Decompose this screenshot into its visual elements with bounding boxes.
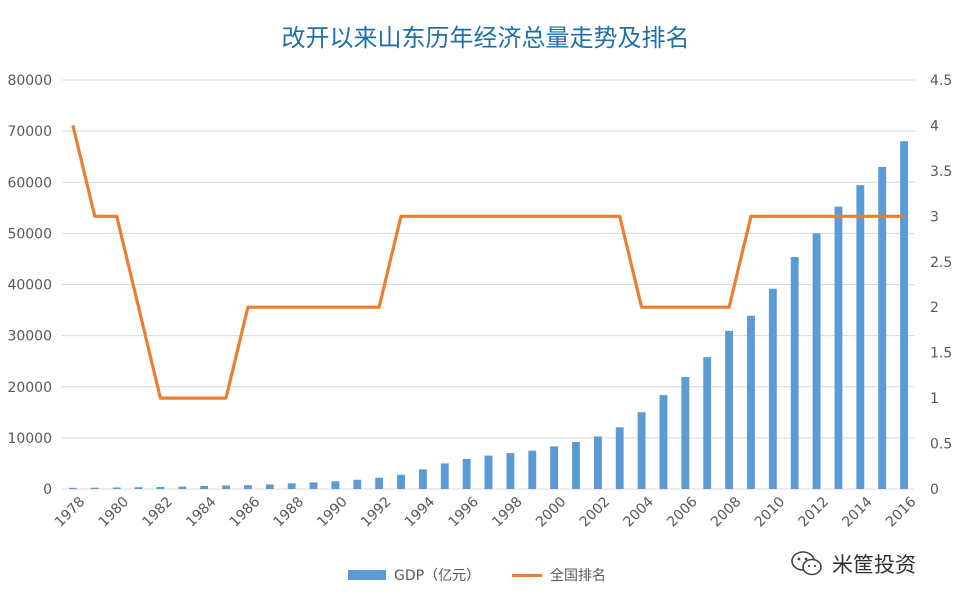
x-tick-label: 2016 bbox=[883, 494, 920, 531]
y-left-tick-label: 30000 bbox=[7, 329, 52, 345]
gdp-bar bbox=[265, 484, 274, 489]
y-right-tick-label: 2 bbox=[930, 300, 939, 316]
gdp-bar bbox=[462, 458, 471, 489]
gdp-bar bbox=[112, 487, 121, 489]
legend: GDP（亿元） 全国排名 bbox=[0, 564, 971, 586]
gdp-bar bbox=[375, 477, 384, 489]
gdp-bar bbox=[222, 485, 230, 489]
gdp-bar bbox=[200, 486, 209, 489]
x-tick-label: 2004 bbox=[621, 494, 658, 531]
y-left-tick-label: 60000 bbox=[7, 175, 52, 191]
x-tick-label: 2014 bbox=[839, 494, 876, 531]
gdp-bar bbox=[90, 487, 99, 489]
y-right-tick-label: 3 bbox=[930, 209, 939, 225]
y-right-tick-label: 0.5 bbox=[930, 437, 952, 453]
rank-line bbox=[71, 125, 905, 400]
x-tick-label: 1996 bbox=[446, 494, 483, 531]
gridlines bbox=[62, 79, 915, 490]
x-tick-label: 1982 bbox=[139, 494, 176, 531]
y-right-tick-label: 3.5 bbox=[930, 164, 952, 180]
legend-swatch-rank bbox=[512, 573, 542, 577]
gdp-bar bbox=[134, 487, 143, 489]
y-right-tick-label: 1 bbox=[930, 391, 939, 407]
wechat-icon bbox=[791, 551, 822, 576]
gdp-bar bbox=[812, 233, 821, 489]
gdp-bar bbox=[353, 479, 362, 489]
gdp-bar bbox=[178, 486, 187, 489]
gdp-bar bbox=[681, 377, 690, 489]
gdp-bar bbox=[287, 483, 296, 489]
y-left-tick-label: 10000 bbox=[7, 431, 52, 447]
gdp-bar bbox=[834, 206, 843, 489]
gdp-bar bbox=[637, 412, 646, 489]
x-tick-label: 1984 bbox=[183, 494, 220, 531]
gdp-bar bbox=[440, 463, 449, 489]
y-left-tick-label: 20000 bbox=[7, 380, 52, 396]
watermark-text: 米筐投资 bbox=[832, 553, 916, 577]
gdp-bar bbox=[68, 487, 77, 489]
x-tick-label: 2002 bbox=[577, 494, 614, 531]
gdp-bar bbox=[747, 315, 755, 489]
x-tick-label: 2000 bbox=[533, 494, 570, 531]
gdp-bar bbox=[572, 441, 580, 489]
x-tick-label: 2012 bbox=[795, 494, 832, 531]
y-left-tick-label: 50000 bbox=[7, 226, 52, 242]
x-tick-label: 1978 bbox=[52, 494, 89, 531]
y-left-tick-label: 80000 bbox=[7, 73, 52, 89]
gdp-bar bbox=[397, 474, 405, 489]
y-right-tick-label: 0 bbox=[930, 482, 939, 498]
gdp-bar bbox=[768, 288, 777, 489]
x-tick-label: 1988 bbox=[271, 494, 308, 531]
x-tick-label: 1998 bbox=[489, 494, 526, 531]
y-right-tick-label: 1.5 bbox=[930, 346, 952, 362]
y-right-tick-label: 4 bbox=[930, 118, 939, 134]
gdp-bar bbox=[659, 395, 668, 489]
gdp-bar bbox=[484, 455, 493, 489]
axis-labels: 0100002000030000400005000060000700008000… bbox=[7, 73, 952, 530]
watermark: 米筐投资 bbox=[790, 548, 916, 580]
gdp-bar bbox=[156, 486, 165, 489]
gdp-bars bbox=[68, 141, 909, 490]
legend-item-rank: 全国排名 bbox=[512, 564, 606, 586]
gdp-bar bbox=[593, 436, 602, 489]
rank-line-layer bbox=[71, 125, 905, 400]
gdp-bar bbox=[703, 357, 712, 489]
x-tick-label: 1980 bbox=[96, 494, 133, 531]
gdp-bar bbox=[900, 141, 909, 489]
x-tick-label: 2010 bbox=[752, 494, 789, 531]
gdp-bar bbox=[506, 453, 515, 489]
legend-item-gdp: GDP（亿元） bbox=[348, 564, 480, 586]
x-tick-label: 1994 bbox=[402, 494, 439, 531]
gdp-bar bbox=[418, 469, 427, 489]
x-tick-label: 1992 bbox=[358, 494, 395, 531]
gdp-bar bbox=[550, 446, 559, 489]
gdp-bar bbox=[725, 330, 734, 489]
gdp-bar bbox=[878, 166, 887, 489]
y-left-tick-label: 70000 bbox=[7, 124, 52, 140]
chart-title: 改开以来山东历年经济总量走势及排名 bbox=[281, 24, 690, 52]
gdp-bar bbox=[243, 485, 252, 489]
gdp-bar bbox=[331, 481, 340, 489]
gdp-bar bbox=[790, 257, 799, 489]
gdp-bar bbox=[615, 427, 624, 489]
gdp-bar bbox=[309, 482, 318, 489]
y-left-tick-label: 0 bbox=[43, 482, 52, 498]
y-right-tick-label: 4.5 bbox=[930, 73, 952, 89]
y-right-tick-label: 2.5 bbox=[930, 255, 952, 271]
legend-swatch-gdp bbox=[348, 570, 386, 580]
legend-label-gdp: GDP（亿元） bbox=[394, 568, 481, 584]
y-left-tick-label: 40000 bbox=[7, 278, 52, 294]
x-tick-label: 2006 bbox=[664, 494, 701, 531]
x-tick-label: 1986 bbox=[227, 494, 264, 531]
gdp-bar bbox=[528, 450, 537, 489]
gdp-bar bbox=[856, 185, 865, 490]
x-tick-label: 2008 bbox=[708, 494, 745, 531]
x-tick-label: 1990 bbox=[314, 494, 351, 531]
legend-label-rank: 全国排名 bbox=[550, 568, 606, 584]
